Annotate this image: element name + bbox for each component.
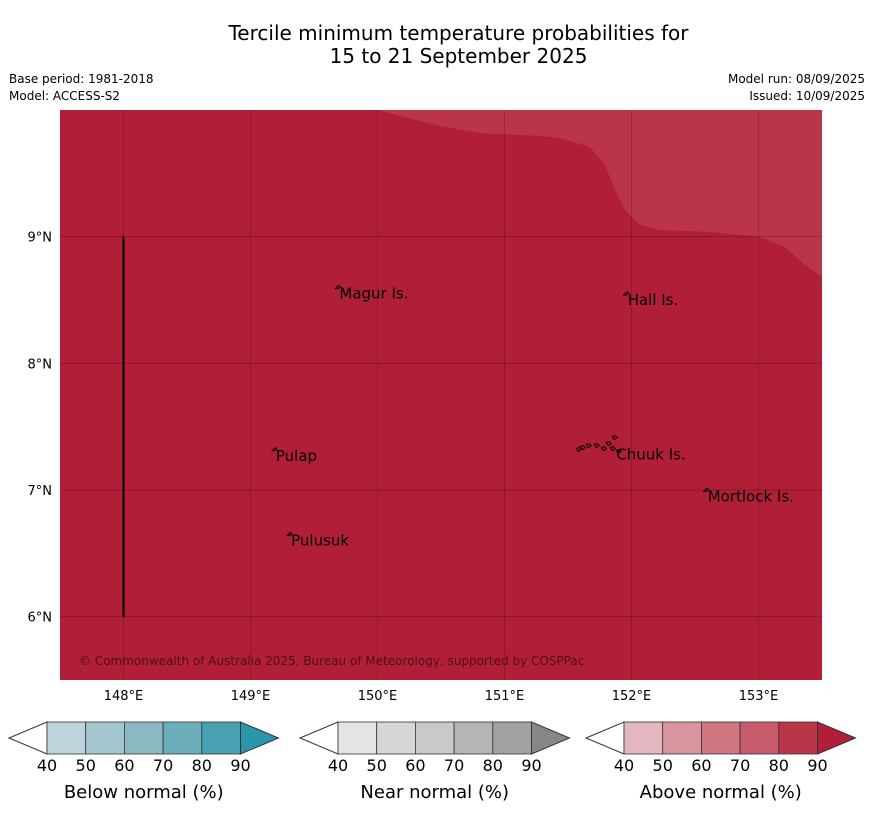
island-outline xyxy=(600,445,608,452)
colorbar-tick-label: 40 xyxy=(614,756,634,775)
title-line-1: Tercile minimum temperature probabilitie… xyxy=(228,21,689,45)
metadata-right: Model run: 08/09/2025 Issued: 10/09/2025 xyxy=(728,71,865,105)
lat-tick-label: 9°N xyxy=(28,231,53,246)
colorbar-segment xyxy=(492,721,532,755)
colorbar-segment xyxy=(85,721,125,755)
copyright-notice: © Commonwealth of Australia 2025, Bureau… xyxy=(79,654,584,668)
probability-fill-above-normal-80 xyxy=(377,110,822,277)
colorbar-segment xyxy=(337,721,378,755)
lon-tick-label: 153°E xyxy=(739,689,779,704)
colorbar-tick-label: 70 xyxy=(444,756,464,775)
lat-tick-label: 7°N xyxy=(28,484,53,499)
title-line-2: 15 to 21 September 2025 xyxy=(329,44,588,68)
colorbar-over-arrow xyxy=(817,721,857,755)
place-label: Hall Is. xyxy=(628,291,679,309)
colorbar-over-arrow xyxy=(531,721,571,755)
colorbar-segment xyxy=(376,721,416,755)
colorbar-label: Near normal (%) xyxy=(360,782,509,803)
lon-tick-label: 148°E xyxy=(104,689,144,704)
place-label: Magur Is. xyxy=(339,285,408,303)
lon-tick-label: 150°E xyxy=(358,689,398,704)
base-period: Base period: 1981-2018 xyxy=(9,72,154,86)
island-outline xyxy=(622,291,630,296)
island-outline xyxy=(609,445,617,452)
colorbar-label: Below normal (%) xyxy=(64,782,224,803)
colorbar-tick-label: 80 xyxy=(192,756,212,775)
colorbar-tick-label: 80 xyxy=(483,756,503,775)
colorbar-segment xyxy=(701,721,741,755)
model-run: Model run: 08/09/2025 xyxy=(727,72,865,86)
island-outline xyxy=(585,442,593,449)
colorbar-segment xyxy=(124,721,164,755)
colorbar-tick-label: 50 xyxy=(76,756,96,775)
island-outline xyxy=(615,448,623,455)
colorbar-segment xyxy=(778,721,818,755)
colorbar-label: Above normal (%) xyxy=(640,782,802,803)
colorbar-tick-label: 40 xyxy=(328,756,348,775)
place-label: Mortlock Is. xyxy=(708,487,794,505)
island-outline xyxy=(605,440,613,447)
island-outline xyxy=(593,442,601,449)
place-label: Pulusuk xyxy=(291,532,349,550)
colorbar-tick-label: 60 xyxy=(114,756,134,775)
colorbar-tick-label: 80 xyxy=(769,756,789,775)
colorbar-segment xyxy=(623,721,664,755)
colorbar-tick-label: 50 xyxy=(653,756,673,775)
colorbar-segment xyxy=(414,721,455,755)
lon-tick-label: 149°E xyxy=(231,689,271,704)
colorbar-segment xyxy=(662,721,702,755)
colorbar-tick-label: 90 xyxy=(807,756,827,775)
colorbar-tick-label: 70 xyxy=(730,756,750,775)
colorbar-tick-label: 50 xyxy=(367,756,387,775)
lat-tick-label: 8°N xyxy=(28,357,53,372)
colorbar-tick-label: 90 xyxy=(521,756,541,775)
colorbar-segment xyxy=(46,721,87,755)
island-outline xyxy=(575,446,583,453)
metadata-left: Base period: 1981-2018 Model: ACCESS-S2 xyxy=(9,71,154,105)
colorbar-tick-label: 90 xyxy=(230,756,250,775)
island-outline xyxy=(579,444,587,451)
lon-tick-label: 151°E xyxy=(485,689,525,704)
issued-date: Issued: 10/09/2025 xyxy=(749,89,865,103)
colorbar-tick-label: 70 xyxy=(153,756,173,775)
lat-tick-label: 6°N xyxy=(28,611,53,626)
colorbar-under-arrow xyxy=(298,721,339,755)
colorbar-under-arrow xyxy=(584,721,625,755)
island-outline xyxy=(702,487,710,492)
island-outline xyxy=(285,532,293,537)
place-label: Chuuk Is. xyxy=(616,446,685,464)
colorbar-under-arrow xyxy=(7,721,48,755)
colorbar-segment xyxy=(453,721,494,755)
lon-tick-label: 152°E xyxy=(612,689,652,704)
colorbar-tick-label: 60 xyxy=(405,756,425,775)
island-outline xyxy=(611,434,619,441)
colorbar-segment xyxy=(739,721,780,755)
island-outline xyxy=(270,447,278,452)
colorbar-segment xyxy=(201,721,241,755)
place-label: Pulap xyxy=(276,447,317,465)
map-title: Tercile minimum temperature probabilitie… xyxy=(0,22,873,68)
colorbar-over-arrow xyxy=(240,721,280,755)
model-name: Model: ACCESS-S2 xyxy=(9,89,121,103)
island-outline xyxy=(334,285,342,290)
colorbar-tick-label: 40 xyxy=(37,756,57,775)
colorbar-tick-label: 60 xyxy=(691,756,711,775)
colorbar-segment xyxy=(162,721,203,755)
